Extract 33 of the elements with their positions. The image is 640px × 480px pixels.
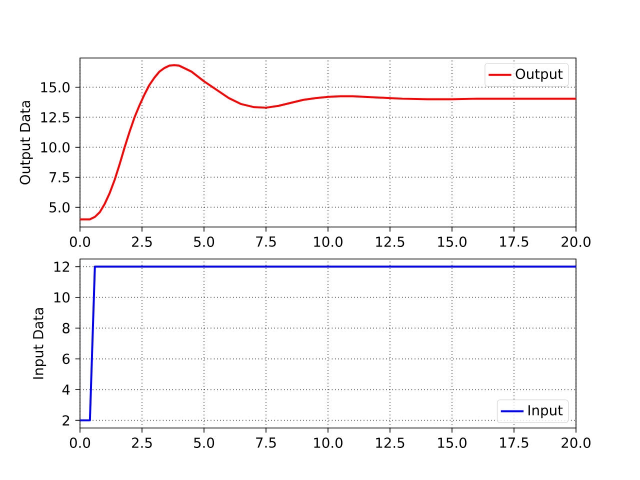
y-tick-label: 7.5 <box>50 172 70 182</box>
x-tick-label: 15.0 <box>438 236 466 247</box>
x-tick-label: 10.0 <box>314 438 342 448</box>
x-tick-label: 0.0 <box>70 438 90 448</box>
y-tick-label: 12 <box>54 262 70 272</box>
legend-label: Output <box>516 68 563 82</box>
x-tick-label: 5.0 <box>194 236 214 247</box>
y-tick-label: 6 <box>62 354 70 364</box>
x-tick-label: 12.5 <box>376 236 404 247</box>
x-tick-label: 2.5 <box>132 236 152 247</box>
y-tick-label: 10.0 <box>41 142 70 153</box>
y-tick-label: 12.5 <box>41 112 70 123</box>
x-tick-label: 10.0 <box>314 236 342 247</box>
x-tick-label: 7.5 <box>256 236 276 247</box>
y-axis-title: Input Data <box>33 308 46 379</box>
x-tick-label: 20.0 <box>562 236 590 247</box>
x-tick-label: 15.0 <box>438 438 466 448</box>
y-tick-label: 8 <box>62 322 70 334</box>
y-tick-label: 5.0 <box>50 202 70 213</box>
x-tick-label: 12.5 <box>376 438 404 448</box>
x-tick-label: 17.5 <box>500 236 528 247</box>
x-tick-label: 2.5 <box>132 438 152 448</box>
x-tick-label: 5.0 <box>194 438 214 448</box>
x-tick-label: 17.5 <box>500 438 528 448</box>
legend-label: Input <box>528 405 563 418</box>
y-axis-title: Output Data <box>20 101 33 184</box>
x-tick-label: 7.5 <box>256 438 276 448</box>
y-tick-label: 2 <box>62 415 70 426</box>
x-tick-label: 0.0 <box>70 236 90 247</box>
y-tick-label: 4 <box>62 384 70 395</box>
y-tick-label: 15.0 <box>41 82 70 92</box>
x-tick-label: 20.0 <box>562 438 590 448</box>
y-tick-label: 10 <box>54 292 70 303</box>
